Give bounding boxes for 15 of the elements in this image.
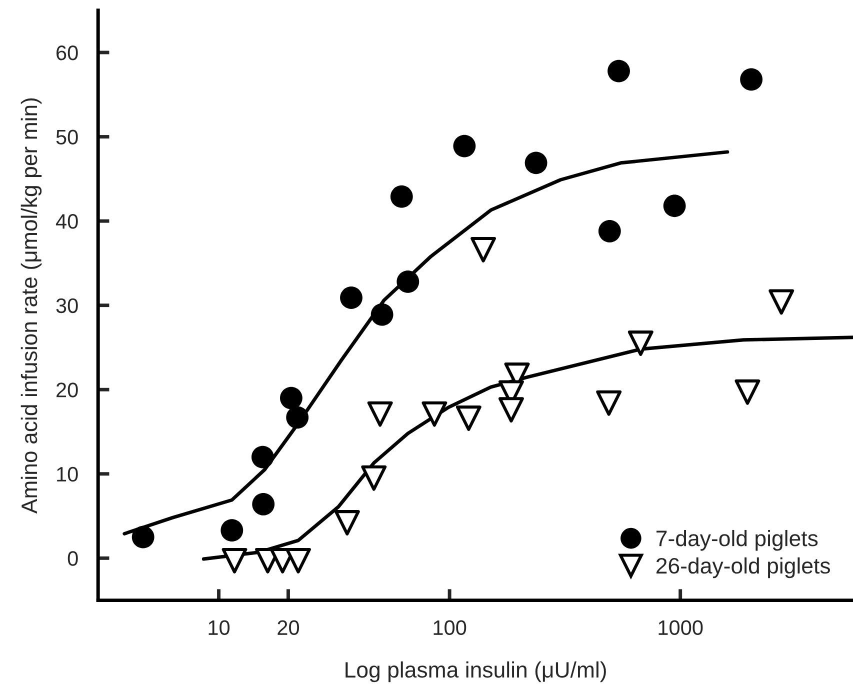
legend-label: 7-day-old piglets [656, 530, 818, 551]
y-tick-label: 50 [56, 130, 78, 145]
y-tick-label: 0 [68, 551, 78, 566]
y-tick-label: 20 [56, 382, 78, 398]
y-tick-label: 30 [56, 298, 78, 314]
y-axis-title: Amino acid infusion rate (μmol/kg per min) [20, 98, 42, 514]
y-tick-label: 40 [56, 214, 78, 229]
y-tick-label: 60 [56, 45, 78, 60]
x-tick-label: 100 [434, 620, 466, 636]
x-tick-label: 1000 [658, 620, 703, 636]
x-axis-title: Log plasma insulin (μU/ml) [346, 661, 606, 682]
x-tick-label: 20 [278, 620, 300, 636]
y-tick-label: 10 [57, 466, 78, 482]
x-tick-label: 10 [208, 620, 230, 636]
legend-label: 26-day-old piglets [656, 557, 830, 578]
